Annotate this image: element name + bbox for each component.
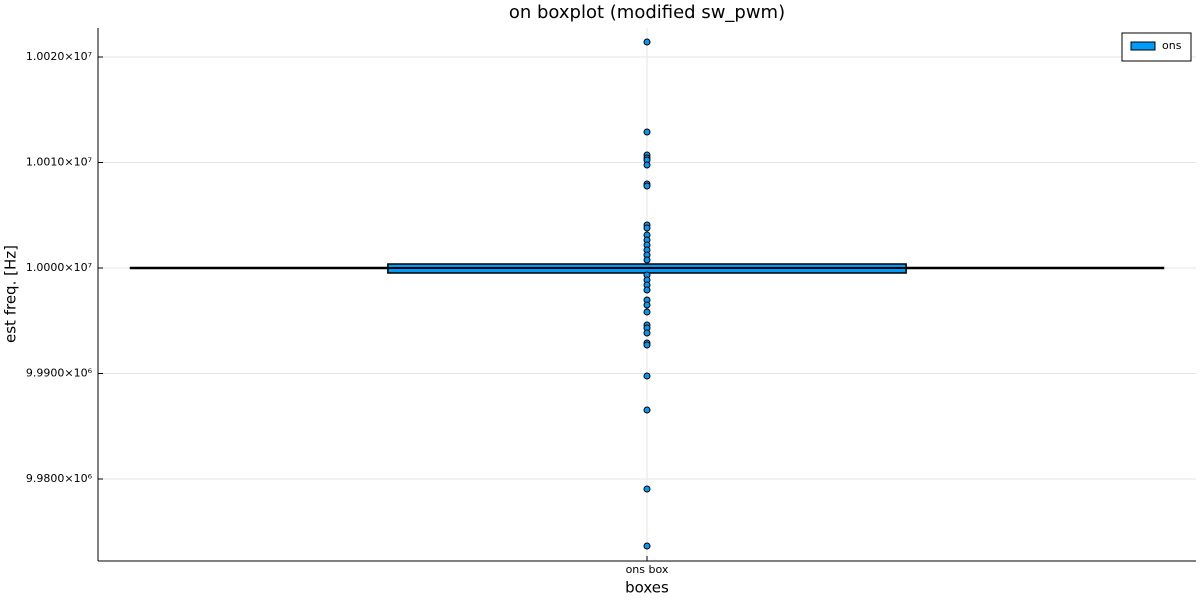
legend-label: ons bbox=[1162, 39, 1182, 52]
y-tick-label: 1.0010×10⁷ bbox=[26, 156, 92, 169]
y-tick-label: 1.0000×10⁷ bbox=[26, 261, 92, 274]
outlier bbox=[643, 38, 651, 46]
outlier bbox=[643, 161, 651, 169]
x-axis-label: boxes bbox=[625, 579, 669, 597]
outlier bbox=[643, 329, 651, 337]
y-tick-label: 9.9900×10⁶ bbox=[26, 366, 93, 379]
outlier bbox=[643, 182, 651, 190]
outlier bbox=[643, 301, 651, 309]
outlier bbox=[643, 308, 651, 316]
x-tick-label: ons box bbox=[626, 563, 669, 576]
chart-title: on boxplot (modified sw_pwm) bbox=[509, 2, 785, 23]
outlier bbox=[643, 372, 651, 380]
outlier bbox=[643, 485, 651, 493]
y-tick-label: 1.0020×10⁷ bbox=[26, 50, 92, 63]
legend-swatch bbox=[1130, 41, 1156, 51]
outlier bbox=[643, 341, 651, 349]
outlier bbox=[643, 406, 651, 414]
outlier bbox=[643, 542, 651, 550]
outlier bbox=[643, 224, 651, 232]
outlier bbox=[643, 256, 651, 264]
y-tick-label: 9.9800×10⁶ bbox=[26, 472, 93, 485]
outlier bbox=[643, 128, 651, 136]
outlier bbox=[643, 286, 651, 294]
y-axis-label: est freq. [Hz] bbox=[2, 245, 20, 343]
